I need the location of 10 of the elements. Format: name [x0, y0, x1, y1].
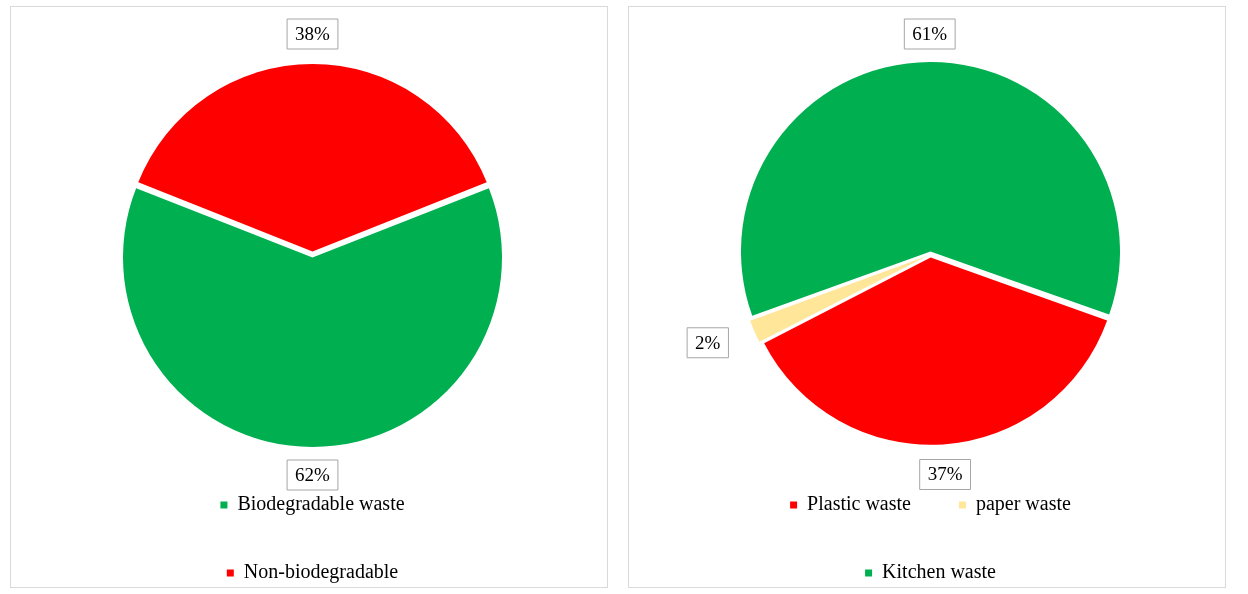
- data-label: 2%: [695, 331, 721, 353]
- data-label: 62%: [295, 463, 331, 485]
- data-label: 61%: [912, 22, 948, 44]
- data-label: 38%: [295, 22, 331, 44]
- legend-label: paper waste: [975, 492, 1072, 516]
- legend-label: Biodegradable waste: [237, 492, 405, 516]
- legend-label: Kitchen waste: [882, 560, 997, 583]
- data-label: 37%: [927, 463, 963, 485]
- legend-label: Plastic waste: [807, 492, 912, 515]
- legend-label: Non-biodegradable: [243, 560, 399, 584]
